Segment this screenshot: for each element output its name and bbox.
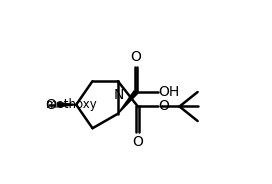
Text: methoxy: methoxy bbox=[45, 98, 97, 111]
Polygon shape bbox=[117, 90, 138, 114]
Text: N: N bbox=[114, 88, 124, 102]
Text: O: O bbox=[131, 50, 141, 64]
Text: O: O bbox=[159, 100, 169, 114]
Text: O: O bbox=[45, 98, 56, 112]
Text: OH: OH bbox=[159, 85, 180, 99]
Polygon shape bbox=[57, 102, 76, 108]
Text: O: O bbox=[132, 135, 143, 149]
